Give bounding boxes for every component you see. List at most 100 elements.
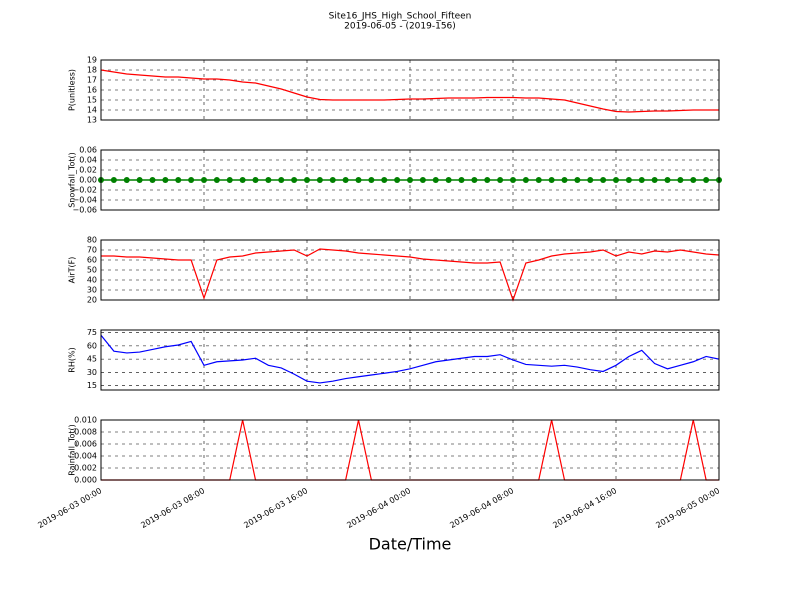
y-tick-label: 0.006 (74, 440, 97, 449)
data-point (278, 177, 285, 183)
data-line (101, 248, 720, 302)
data-point (355, 177, 362, 183)
data-point (381, 177, 388, 183)
data-point (213, 177, 220, 183)
y-tick-label: −0.02 (72, 186, 97, 195)
data-point (522, 177, 529, 183)
y-axis-label: AirT(F) (68, 257, 77, 284)
y-tick-label: 40 (87, 276, 97, 285)
y-tick-label: 50 (87, 266, 97, 275)
data-point (252, 177, 259, 183)
y-tick-label: 14 (87, 106, 97, 115)
y-tick-label: 13 (87, 116, 97, 125)
data-point (175, 177, 182, 183)
title: Site16_JHS_High_School_Fifteen (329, 12, 472, 22)
y-tick-label: 45 (87, 355, 97, 364)
data-point (329, 177, 336, 183)
data-point (548, 177, 555, 183)
data-point (407, 177, 413, 183)
subtitle: 2019-06-05 - (2019-156) (344, 22, 456, 32)
data-point (226, 177, 233, 183)
y-tick-label: 0.010 (74, 416, 97, 425)
y-tick-label: 19 (87, 56, 97, 65)
data-point (677, 177, 684, 183)
x-tick-label: 2019-06-04 00:00 (345, 486, 412, 530)
y-tick-label: 15 (87, 381, 97, 390)
x-tick-label: 2019-06-04 16:00 (551, 486, 618, 530)
data-point (471, 177, 478, 183)
plot-frame (100, 329, 720, 391)
data-point (587, 177, 594, 183)
y-tick-label: 16 (87, 86, 97, 95)
y-tick-label: 30 (87, 368, 97, 377)
data-point (304, 177, 310, 183)
data-point (561, 177, 568, 183)
data-point (149, 177, 156, 183)
data-point (419, 177, 426, 183)
data-point (394, 177, 401, 183)
data-point (162, 177, 169, 183)
data-point (291, 177, 298, 183)
data-point (497, 177, 504, 183)
data-point (342, 177, 349, 183)
x-tick-label: 2019-06-03 16:00 (242, 486, 309, 530)
x-tick-label: 2019-06-05 00:00 (654, 486, 721, 530)
data-point (600, 177, 607, 183)
data-point (368, 177, 375, 183)
data-point (690, 177, 697, 183)
y-tick-label: 0.06 (79, 146, 97, 155)
data-line (100, 69, 719, 113)
y-axis-label: Snowfall_Tot() (68, 152, 77, 208)
data-point (316, 177, 323, 183)
data-point (110, 177, 117, 183)
y-tick-label: 20 (87, 296, 97, 305)
y-tick-label: 15 (87, 96, 97, 105)
data-point (432, 177, 439, 183)
y-tick-label: 80 (87, 236, 97, 245)
y-tick-label: 0.000 (74, 476, 97, 485)
data-point (613, 177, 619, 183)
y-tick-label: 0.002 (74, 464, 97, 473)
plot-frame (100, 149, 720, 211)
data-point (136, 177, 143, 183)
data-point (239, 177, 246, 183)
data-point (535, 177, 542, 183)
data-point (445, 177, 452, 183)
y-tick-label: 70 (87, 246, 97, 255)
y-tick-label: 75 (87, 328, 97, 337)
data-point (625, 177, 632, 183)
y-tick-label: 0.04 (79, 156, 97, 165)
y-tick-label: 0.008 (74, 428, 97, 437)
data-point (574, 177, 581, 183)
y-tick-label: 0.02 (79, 166, 97, 175)
data-point (201, 177, 207, 183)
data-point (188, 177, 195, 183)
y-axis-label: P(unitless) (68, 69, 77, 111)
y-tick-label: −0.06 (72, 206, 97, 215)
y-axis-label: RH(%) (68, 347, 77, 372)
y-tick-label: 30 (87, 286, 97, 295)
y-tick-label: 60 (87, 256, 97, 265)
y-axis-label: Rainfall_Tot() (68, 424, 77, 476)
x-tick-label: 2019-06-03 08:00 (139, 486, 206, 530)
data-line (100, 334, 720, 384)
y-tick-label: 0.004 (74, 452, 97, 461)
x-tick-label: 2019-06-03 00:00 (36, 486, 103, 530)
x-axis-label: Date/Time (369, 535, 452, 554)
y-tick-label: 60 (87, 341, 97, 350)
data-point (265, 177, 272, 183)
data-point (484, 177, 491, 183)
data-point (123, 177, 130, 183)
data-point (651, 177, 658, 183)
data-point (664, 177, 671, 183)
data-point (638, 177, 645, 183)
plot-frame (100, 419, 720, 481)
y-tick-label: 18 (87, 66, 97, 75)
plot-frame (100, 59, 720, 121)
x-tick-label: 2019-06-04 08:00 (448, 486, 515, 530)
plot-frame (100, 239, 720, 301)
y-tick-label: 17 (87, 76, 97, 85)
data-point (703, 177, 710, 183)
y-tick-label: 0.00 (79, 176, 97, 185)
